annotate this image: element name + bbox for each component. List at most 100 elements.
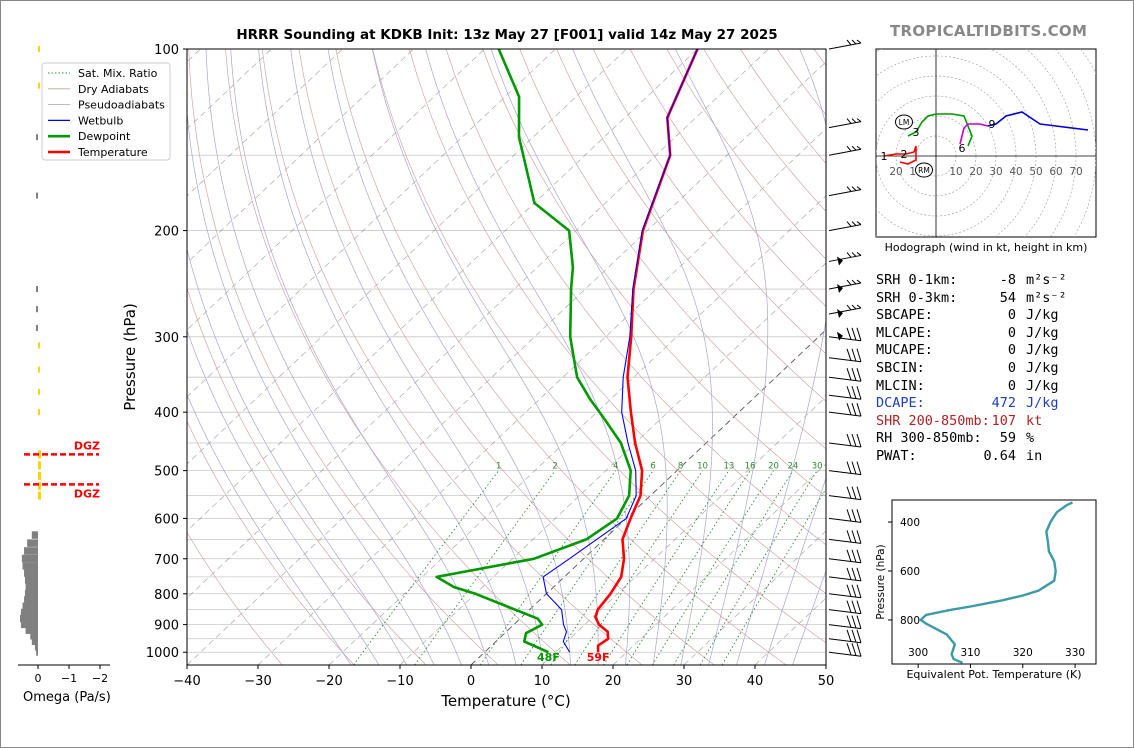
wind-barb-icon xyxy=(846,221,852,227)
wind-barb-icon xyxy=(856,643,862,657)
mixing-ratio-line xyxy=(673,470,794,665)
dry-adiabat xyxy=(629,49,826,307)
x-tick-label: 10 xyxy=(534,674,551,689)
wind-barb-icon xyxy=(828,336,862,342)
dry-adiabat xyxy=(225,49,571,665)
y-tick-label: 700 xyxy=(154,553,179,568)
wind-barb-icon xyxy=(828,651,862,657)
hodograph-caption: Hodograph (wind in kt, height in km) xyxy=(884,241,1088,254)
y-tick-label: 400 xyxy=(154,406,179,421)
legend-label: Dry Adiabats xyxy=(78,83,149,96)
mixing-ratio-label: 1 xyxy=(496,462,501,472)
stat-unit: % xyxy=(1026,430,1035,447)
wind-barb-icon xyxy=(856,629,862,643)
wind-barb-icon xyxy=(828,442,862,448)
stat-value: 0 xyxy=(1007,360,1016,376)
omega-bar xyxy=(24,589,38,598)
stat-row: DCAPE: 472 J/kg xyxy=(876,395,1096,412)
x-tick-label: 0 xyxy=(467,674,475,689)
omega-bar xyxy=(25,626,38,634)
wind-barb-icon xyxy=(851,252,857,257)
omega-bar-dgz xyxy=(38,409,40,416)
dry-adiabat xyxy=(592,49,826,355)
profile-temperature xyxy=(594,49,699,653)
y-tick-label: 600 xyxy=(154,512,179,527)
storm-motion-marker xyxy=(915,162,933,178)
mixing-ratio-line xyxy=(721,487,826,665)
theta-e-x-tick-label: 310 xyxy=(960,647,980,659)
mixing-ratio-label: 8 xyxy=(678,462,683,472)
chart-title: HRRR Sounding at KDKB Init: 13z May 27 [… xyxy=(236,27,778,43)
stat-value: 59 xyxy=(999,430,1016,447)
wind-barb-icon xyxy=(856,39,862,44)
dgz-label: DGZ xyxy=(74,439,100,452)
hodograph-height-label: 1 xyxy=(881,150,888,163)
hodograph-height-label: 2 xyxy=(901,148,908,161)
stat-unit: m²s⁻² xyxy=(1026,272,1067,288)
mixing-ratio-label: 16 xyxy=(745,462,756,472)
y-tick-label: 100 xyxy=(154,43,179,58)
pseudo-adiabat xyxy=(187,329,380,665)
wind-barb-icon xyxy=(856,600,862,614)
wind-barb-icon xyxy=(828,470,862,476)
hodograph-area: 201010203040506070LMRM12369 xyxy=(876,49,1096,237)
omega-bar-dgz xyxy=(38,450,41,459)
y-tick-label: 500 xyxy=(154,465,179,480)
stat-value: 107 xyxy=(991,412,1016,429)
wind-barb-icon xyxy=(828,357,862,363)
wind-barb-icon xyxy=(856,348,862,362)
wind-barb-icon xyxy=(828,638,862,644)
stat-row: SBCAPE: 0 J/kg xyxy=(876,307,1096,324)
hodograph-trace xyxy=(987,111,1089,131)
wind-barb-icon xyxy=(846,600,852,613)
wind-barb-icon xyxy=(828,189,862,197)
profile-wetbulb xyxy=(542,49,699,653)
wind-barb-icon xyxy=(828,558,862,564)
brand-watermark: TROPICALTIDBITS.COM xyxy=(890,22,1088,40)
wind-barb-icon xyxy=(851,567,857,581)
wind-barb-icon xyxy=(851,403,857,416)
wind-barb-icon xyxy=(856,486,862,500)
wind-barb-icon xyxy=(856,615,862,629)
stat-row: SBCIN: 0 J/kg xyxy=(876,360,1096,377)
mixing-ratio-label: 30 xyxy=(812,462,823,472)
mixing-ratio-label: 36 xyxy=(832,462,843,472)
omega-bar xyxy=(24,547,38,555)
omega-bar xyxy=(20,614,38,623)
omega-bar xyxy=(31,531,38,539)
wind-barb-icon xyxy=(846,433,852,446)
mixing-ratio-label: 10 xyxy=(697,462,708,472)
dry-adiabat xyxy=(372,49,826,644)
wind-barb-icon xyxy=(856,118,862,123)
omega-bar xyxy=(36,306,38,313)
dgz-label: DGZ xyxy=(74,487,100,500)
omega-bar xyxy=(36,134,38,141)
stat-value: 0 xyxy=(1007,342,1016,359)
legend-label: Sat. Mix. Ratio xyxy=(78,67,158,80)
omega-bar xyxy=(31,637,38,646)
omega-tick-label: 0 xyxy=(35,672,42,685)
wind-barb-icon xyxy=(846,615,852,628)
stat-value: 0.64 xyxy=(983,448,1016,464)
wind-barb-icon xyxy=(851,461,857,475)
mixing-ratio-line xyxy=(414,470,556,665)
wind-barb-icon xyxy=(851,221,857,226)
stat-unit: in xyxy=(1026,448,1043,464)
pseudo-adiabat xyxy=(736,49,826,665)
stat-label: DCAPE: xyxy=(876,395,925,412)
wind-barb-icon xyxy=(846,186,852,192)
wind-barb-icon xyxy=(851,530,857,543)
stat-row: RH 300-850mb: 59% xyxy=(876,430,1096,447)
stat-value: -8 xyxy=(999,272,1016,288)
wind-barb-icon xyxy=(851,600,857,614)
x-tick-label: 20 xyxy=(605,674,622,689)
dry-adiabat xyxy=(519,49,826,450)
hodograph-ring-label: 70 xyxy=(1069,166,1082,178)
y-tick-label: 300 xyxy=(154,331,179,346)
pseudo-adiabat xyxy=(764,477,826,665)
hodograph-frame xyxy=(875,48,1097,238)
wind-barb-icon xyxy=(828,538,862,544)
stat-value: 0 xyxy=(1007,307,1016,324)
hodograph-height-label: 6 xyxy=(959,142,966,155)
pseudo-adiabat xyxy=(187,109,435,665)
